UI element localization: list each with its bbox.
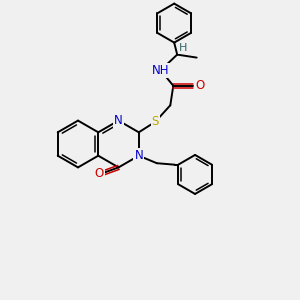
Text: S: S: [152, 115, 159, 128]
Text: N: N: [114, 114, 123, 127]
Text: N: N: [134, 149, 143, 162]
Text: O: O: [94, 167, 104, 180]
Text: H: H: [179, 43, 187, 53]
Text: O: O: [196, 79, 205, 92]
Text: NH: NH: [152, 64, 170, 77]
